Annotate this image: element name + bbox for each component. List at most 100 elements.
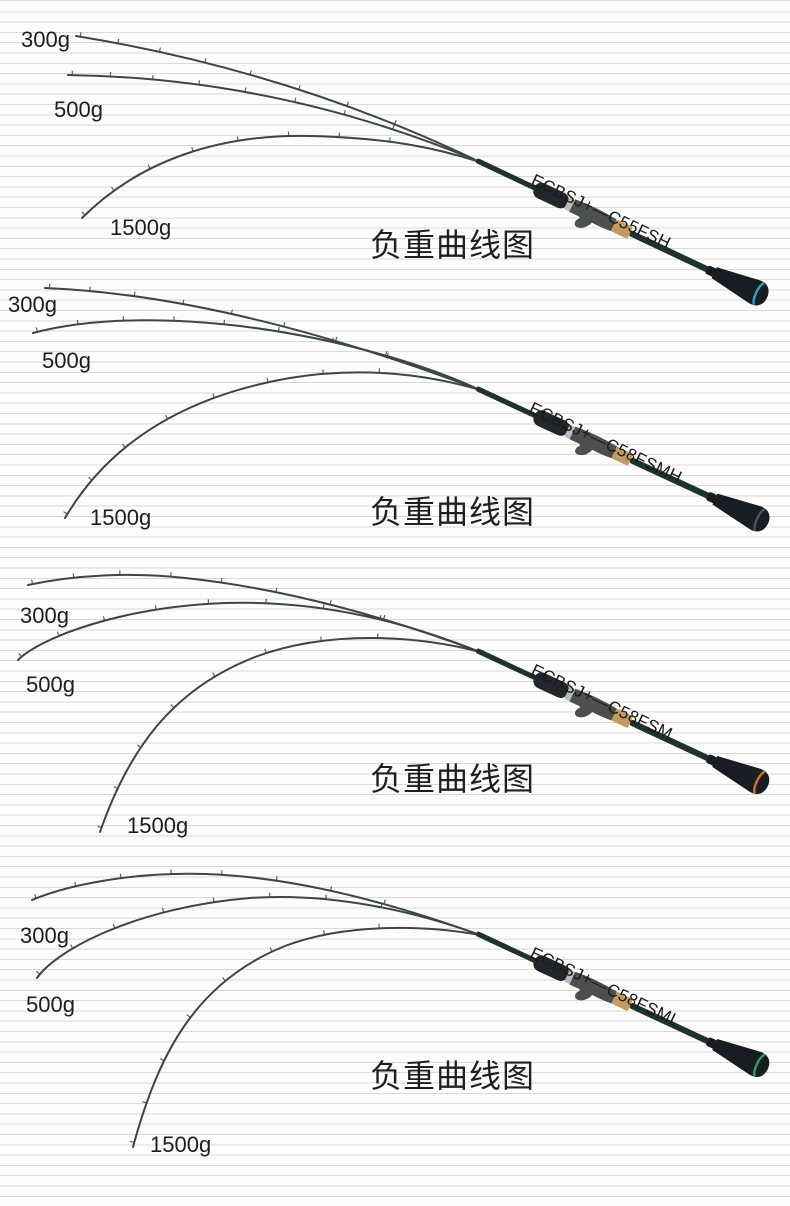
load-label-1500g: 1500g [127, 813, 189, 838]
rod-guide-tick [36, 970, 41, 975]
load-label-300g: 300g [20, 603, 69, 628]
rod-guide-tick [379, 614, 382, 620]
rod-guide-tick [110, 186, 115, 192]
rod-guide-tick [88, 476, 93, 481]
load-curve-1500g [81, 134, 481, 219]
rod-guide-tick [142, 1100, 147, 1104]
load-curve-1500g [99, 637, 481, 833]
rod-guide-tick [294, 97, 297, 103]
rod-guide-tick [121, 443, 126, 448]
load-label-1500g: 1500g [150, 1132, 212, 1157]
rod-guide-tick [182, 299, 185, 305]
rod-guide-tick [76, 319, 79, 325]
section-title: 负重曲线图 [370, 227, 536, 263]
rod-section: ECBSJ+—C55FSH [67, 32, 774, 315]
rod-guide-tick [275, 587, 278, 593]
rod-guide-tick [170, 704, 175, 709]
rod-guide-tick [212, 393, 215, 399]
rod-guide-tick [392, 124, 395, 130]
rod-guide-tick [320, 636, 322, 642]
section-title: 负重曲线图 [370, 494, 536, 530]
rod-model-label: ECBSJ+—C58FSM [528, 660, 675, 743]
rod-guide-tick [212, 672, 216, 677]
rod-guide-tick [63, 511, 68, 515]
rod-guide-tick [136, 744, 142, 748]
rod-guide-tick [102, 616, 106, 621]
rod-guide-tick [159, 1058, 165, 1062]
rod-guide-tick [161, 907, 165, 913]
rod-guide-tick [165, 414, 169, 420]
rod-guide-tick [129, 1140, 135, 1144]
rod-guide-tick [236, 136, 239, 141]
rod-guide-tick [329, 886, 333, 891]
rod-guide-tick [69, 944, 74, 949]
rod-guide-tick [31, 579, 34, 585]
rod-guide-tick [222, 976, 226, 982]
rod-guide-tick [204, 58, 207, 63]
load-label-500g: 500g [54, 97, 103, 122]
load-label-1500g: 1500g [90, 505, 152, 530]
rod-guide-tick [198, 80, 201, 85]
load-curve-1500g [64, 371, 481, 519]
rod-guide-tick [119, 873, 122, 879]
rod-guide-tick [191, 146, 194, 152]
rod-guide-tick [249, 70, 252, 75]
rod-guide-tick [113, 785, 118, 789]
load-curve-300g [75, 35, 481, 163]
rod-guide-tick [298, 85, 301, 90]
load-curve-500g [36, 895, 481, 979]
rod-guide-tick [56, 631, 60, 637]
rod-guide-tick [112, 923, 116, 929]
rod-guide-tick [133, 291, 136, 297]
rod-guide-tick [277, 326, 280, 332]
rod-guide-tick [18, 652, 23, 658]
rod-model-label: ECBSJ+—C58FSMH [526, 398, 685, 487]
rod-guide-tick [346, 101, 350, 107]
rod-guide-tick [220, 578, 223, 583]
rod-guide-tick [81, 211, 86, 216]
load-label-300g: 300g [21, 27, 70, 52]
load-curve-500g [67, 74, 481, 163]
section-title: 负重曲线图 [370, 761, 536, 797]
rod-guide-tick [79, 32, 82, 37]
rod-guide-tick [186, 1014, 191, 1018]
rod-guide-tick [383, 614, 386, 620]
rod-guide-tick [158, 47, 161, 53]
rod-guide-tick [334, 336, 338, 342]
load-label-500g: 500g [26, 992, 75, 1017]
load-curve-500g [32, 319, 481, 391]
rod-guide-tick [212, 897, 215, 903]
rod-guide-tick [244, 87, 247, 93]
rod-guide-tick [386, 352, 389, 358]
load-curve-500g [17, 601, 481, 661]
rod-guide-tick [329, 600, 332, 605]
rod-guide-tick [264, 648, 267, 654]
rod-guide-tick [154, 605, 157, 610]
load-label-500g: 500g [42, 348, 91, 373]
load-label-1500g: 1500g [110, 215, 172, 240]
load-label-300g: 300g [8, 292, 57, 317]
rod-section: ECBSJ+—C58FSML [31, 869, 775, 1148]
rod-guide-tick [74, 881, 77, 887]
rod-guide-tick [393, 119, 397, 125]
load-curve-300g [44, 287, 481, 391]
rod-guide-tick [384, 351, 388, 356]
load-label-500g: 500g [26, 672, 75, 697]
rod-guide-tick [266, 377, 269, 383]
rod-guide-tick [322, 930, 326, 935]
rod-guide-tick [388, 137, 391, 142]
rod-guide-tick [35, 327, 39, 333]
rod-model-label: ECBSJ+—C55FSH [528, 170, 674, 252]
rod-guide-tick [343, 110, 346, 115]
load-curve-300g [31, 872, 481, 936]
rod-guide-tick [117, 38, 120, 44]
load-label-300g: 300g [20, 923, 69, 948]
rod-guide-tick [275, 876, 278, 881]
rod-guide-tick [34, 893, 37, 899]
rod-guide-tick [322, 604, 325, 609]
rod-guide-tick [383, 899, 386, 905]
rod-guide-tick [147, 164, 151, 170]
rod-guide-tick [380, 902, 383, 908]
